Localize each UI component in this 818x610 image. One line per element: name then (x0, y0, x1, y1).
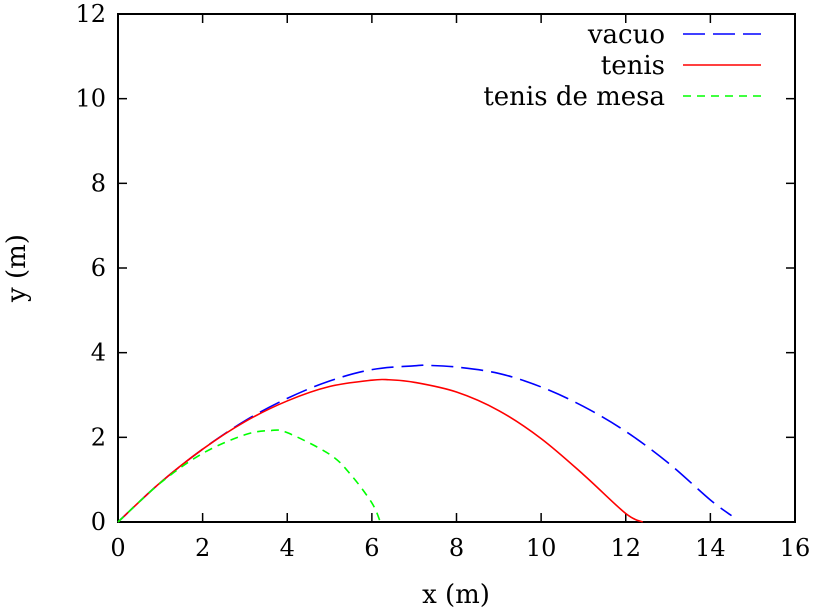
axis-ticks: 0 2 4 6 8 10 12 14 16 0 2 4 6 8 10 12 (75, 0, 810, 562)
x-tick-label: 2 (195, 534, 210, 562)
x-tick-label: 4 (280, 534, 295, 562)
y-axis-label: y (m) (2, 234, 32, 303)
y-tick-label: 0 (91, 508, 106, 536)
x-tick-label: 8 (449, 534, 464, 562)
legend-label-vacuo: vacuo (587, 20, 665, 50)
legend-label-tenis: tenis (601, 51, 665, 81)
x-tick-label: 16 (780, 534, 811, 562)
x-tick-label: 12 (610, 534, 641, 562)
legend-label-tenis-de-mesa: tenis de mesa (483, 82, 665, 112)
x-tick-label: 10 (526, 534, 557, 562)
x-axis-label: x (m) (422, 580, 490, 610)
y-tick-label: 12 (75, 0, 106, 28)
x-tick-label: 6 (364, 534, 379, 562)
series-line-tenis (117, 378, 644, 523)
y-tick-label: 8 (91, 169, 106, 197)
plot-frame (117, 13, 796, 523)
x-tick-label: 0 (110, 534, 125, 562)
y-tick-label: 4 (91, 339, 106, 367)
series-lines (117, 364, 733, 523)
x-tick-label: 14 (695, 534, 726, 562)
series-line-vacuo (117, 364, 733, 523)
y-tick-label: 6 (91, 254, 106, 282)
y-tick-label: 10 (75, 85, 106, 113)
y-tick-label: 2 (91, 423, 106, 451)
series-line-tenis-de-mesa (117, 429, 382, 523)
